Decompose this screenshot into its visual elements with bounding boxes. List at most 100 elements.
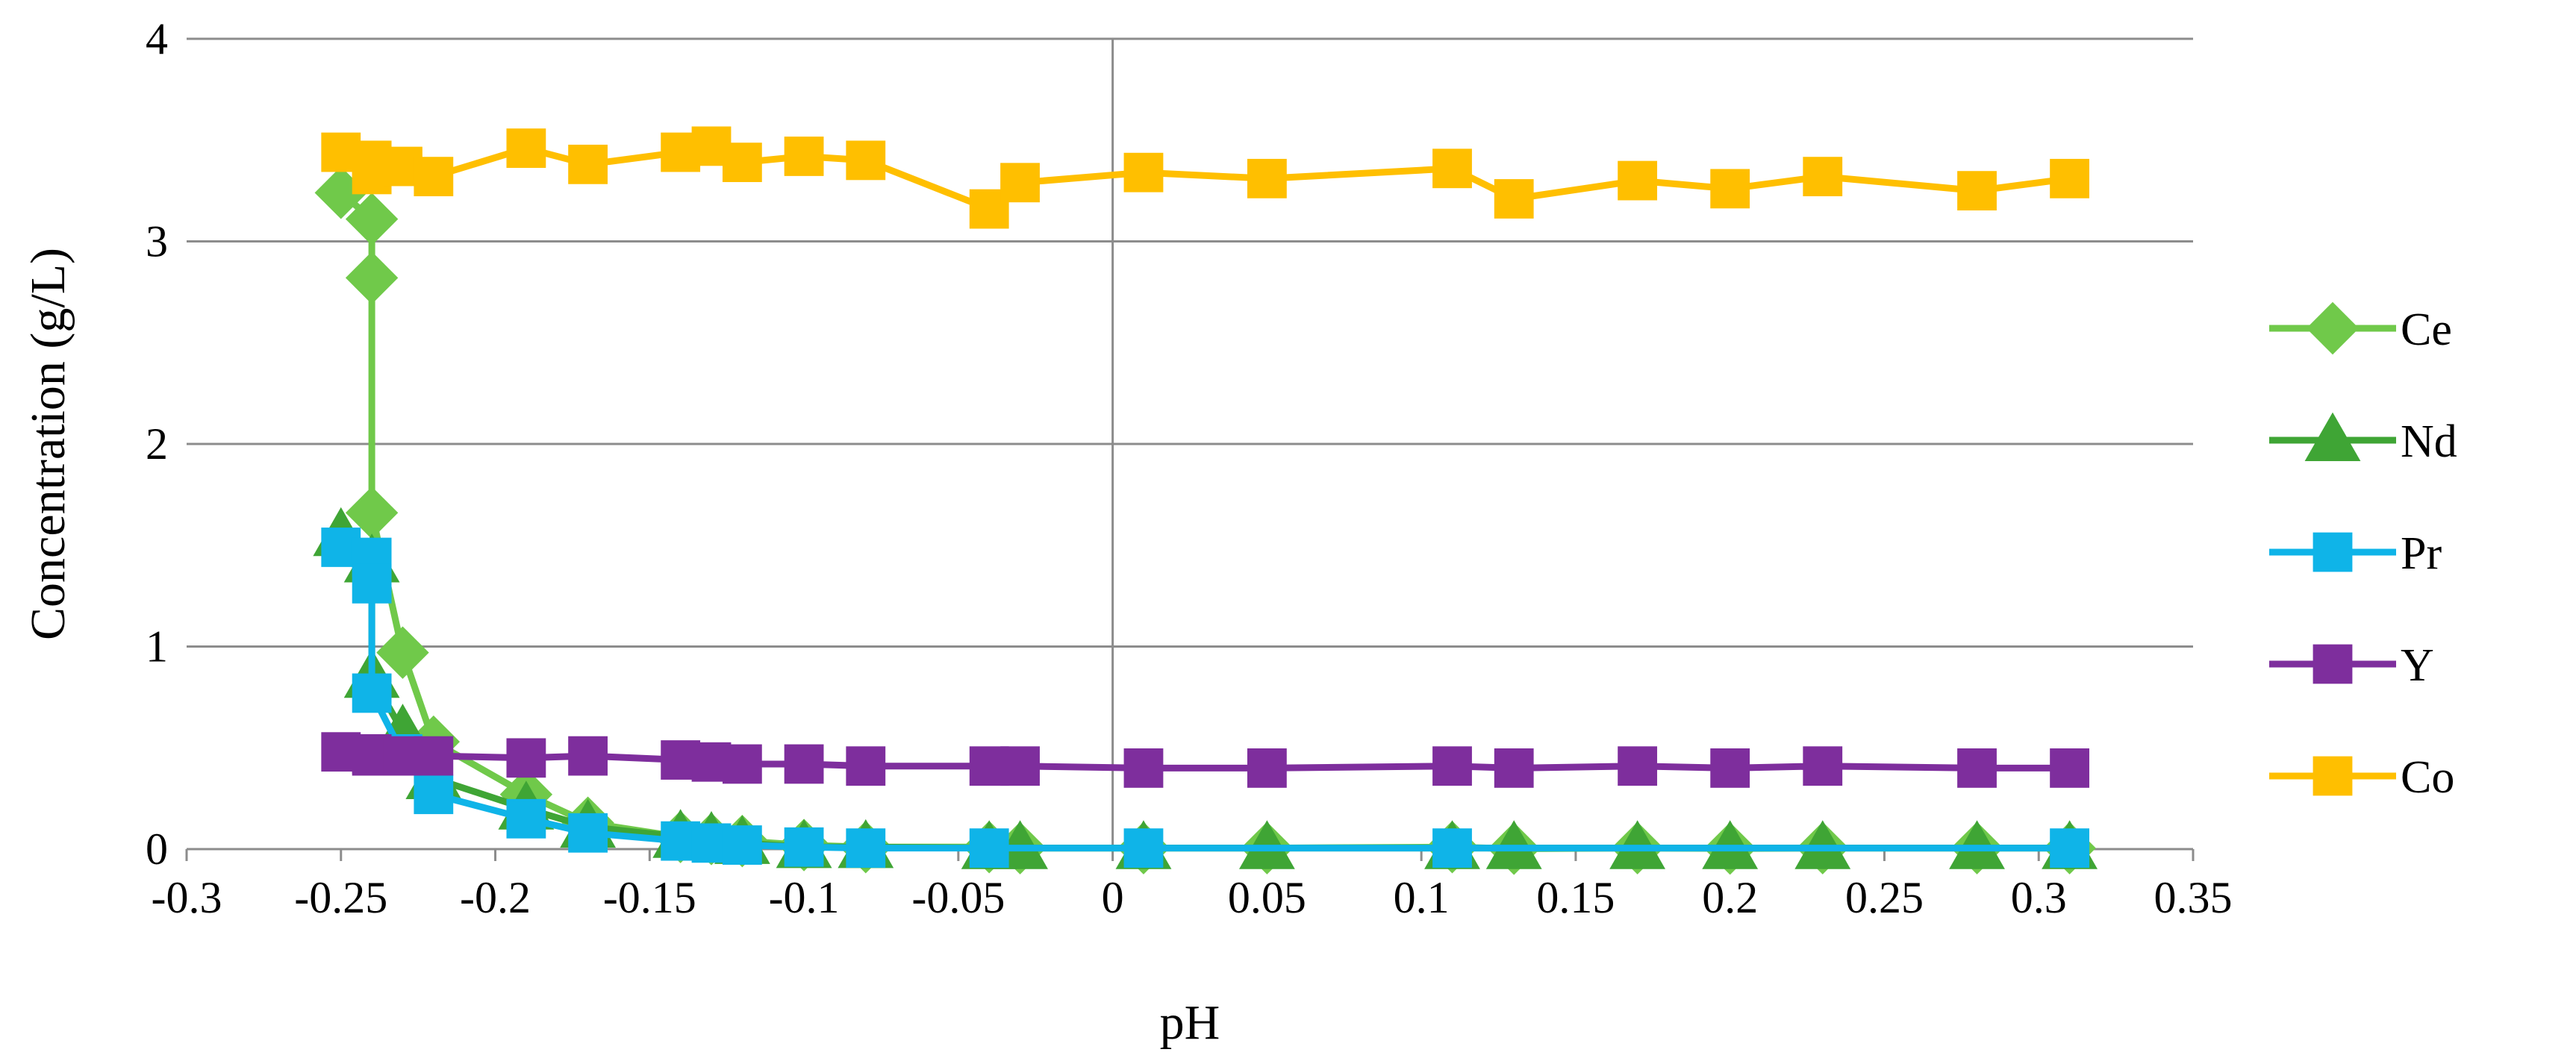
series-line-Nd [338, 532, 2070, 852]
legend-label: Pr [2401, 528, 2442, 579]
legend-item-Pr: Pr [2269, 528, 2442, 579]
x-tick-label: 0.15 [1536, 873, 1615, 922]
data-point-Y [722, 744, 762, 784]
x-tick-label: -0.1 [769, 873, 840, 922]
data-point-Y [1710, 748, 1750, 788]
data-point-Nd [1949, 820, 2005, 869]
x-tick-label: -0.3 [152, 873, 222, 922]
data-point-Y [2050, 748, 2089, 788]
data-point-Ce [345, 486, 399, 539]
data-point-Co [1123, 152, 1164, 193]
legend-swatch-marker [2304, 412, 2361, 462]
data-point-Co [1618, 160, 1658, 201]
data-point-Co [1000, 163, 1040, 203]
data-point-Y [1803, 746, 1843, 786]
y-tick-labels: 0 1 2 3 4 [146, 14, 168, 874]
data-point-Nd [1609, 820, 1666, 869]
data-point-Co [506, 128, 546, 169]
data-point-Pr [1123, 828, 1164, 869]
data-point-Pr [414, 774, 454, 815]
data-point-Y [1432, 746, 1472, 786]
legend-item-Nd: Nd [2269, 412, 2457, 467]
data-point-Co [414, 157, 454, 197]
data-point-Pr [568, 813, 608, 853]
data-point-Ce [376, 626, 429, 679]
data-point-Y [506, 738, 546, 778]
x-axis-title: pH [1160, 995, 1220, 1050]
data-point-Pr [784, 827, 824, 867]
legend-label: Y [2401, 640, 2434, 691]
data-point-Ce [345, 251, 399, 304]
data-point-Pr [352, 563, 392, 604]
x-tick-label: 0.35 [2154, 873, 2233, 922]
data-point-Co [1957, 171, 1997, 211]
data-point-Pr [506, 798, 546, 839]
data-point-Y [784, 744, 824, 784]
x-tick-label: 0.1 [1394, 873, 1450, 922]
data-point-Co [1494, 179, 1534, 219]
x-tick-label: -0.05 [911, 873, 1005, 922]
legend-label: Ce [2401, 304, 2452, 355]
legend-label: Nd [2401, 416, 2457, 467]
y-tick-label: 1 [146, 622, 168, 672]
series-Y [321, 732, 2089, 788]
data-point-Y [1618, 746, 1658, 786]
data-point-Y [1957, 748, 1997, 788]
x-tick-label: -0.15 [603, 873, 696, 922]
data-point-Pr [846, 828, 886, 869]
data-point-Y [1123, 748, 1164, 788]
y-tick-label: 4 [146, 14, 168, 63]
legend-swatch-marker [2313, 532, 2353, 572]
y-tick-label: 2 [146, 419, 168, 469]
data-point-Pr [2050, 828, 2089, 869]
y-tick-label: 0 [146, 824, 168, 874]
series-Pr [321, 528, 2089, 869]
data-point-Nd [1702, 820, 1759, 869]
data-point-Y [414, 736, 454, 776]
y-tick-label: 3 [146, 217, 168, 266]
data-point-Co [722, 143, 762, 183]
legend-item-Ce: Ce [2269, 301, 2452, 355]
data-point-Co [1710, 169, 1750, 209]
x-tick-label: 0.05 [1228, 873, 1306, 922]
x-tick-label: -0.25 [294, 873, 387, 922]
data-point-Co [1803, 157, 1843, 197]
data-point-Nd [1485, 820, 1542, 869]
data-point-Pr [1432, 828, 1472, 869]
x-tick-label: -0.2 [460, 873, 531, 922]
data-point-Y [846, 746, 886, 786]
data-point-Y [1494, 748, 1534, 788]
legend-label: Co [2401, 752, 2454, 803]
data-point-Y [568, 736, 608, 776]
legend: Ce Nd Pr Y Co [2269, 301, 2457, 803]
x-tick-labels: -0.3 -0.25 -0.2 -0.15 -0.1 -0.05 0 0.05 0.1 0.15 0… [152, 873, 2233, 922]
data-point-Pr [722, 825, 762, 865]
x-tick-label: 0.2 [1702, 873, 1758, 922]
series-line-Pr [340, 544, 2070, 852]
legend-swatch-marker [2313, 756, 2353, 796]
data-point-Nd [1794, 820, 1851, 869]
legend-swatch-marker [2313, 644, 2353, 684]
data-point-Pr [969, 828, 1009, 869]
data-point-Co [784, 137, 824, 176]
series-group [313, 126, 2098, 875]
data-point-Co [846, 140, 886, 181]
legend-item-Co: Co [2269, 752, 2454, 803]
data-point-Pr [352, 673, 392, 713]
x-tick-label: 0 [1102, 873, 1124, 922]
data-point-Y [1247, 748, 1287, 788]
y-axis-title: Concentration (g/L) [21, 248, 75, 640]
data-point-Co [1432, 148, 1472, 189]
legend-item-Y: Y [2269, 640, 2434, 691]
series-Co [321, 126, 2089, 229]
legend-swatch-marker [2306, 301, 2360, 355]
data-point-Ce [345, 193, 399, 245]
data-point-Co [1247, 158, 1287, 198]
x-tick-label: 0.25 [1845, 873, 1924, 922]
data-point-Y [1000, 746, 1040, 786]
data-point-Co [568, 144, 608, 184]
data-point-Nd [1238, 820, 1295, 869]
data-point-Co [2050, 158, 2089, 198]
x-tick-label: 0.3 [2011, 873, 2067, 922]
